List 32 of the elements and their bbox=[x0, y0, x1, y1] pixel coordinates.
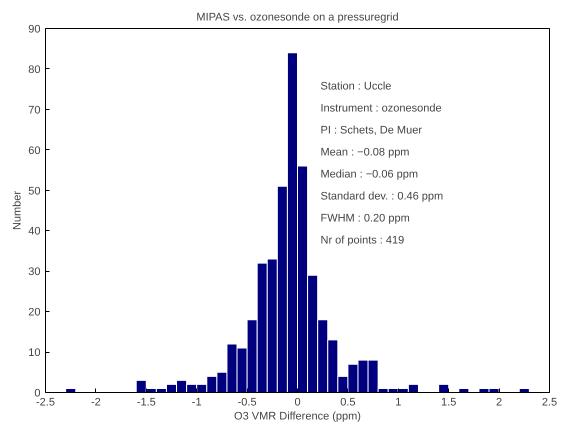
y-tick-label: 0 bbox=[34, 388, 41, 400]
x-tick-label: -2 bbox=[91, 396, 101, 408]
x-tick-label: 0.5 bbox=[340, 396, 356, 408]
annotation: FWHM : 0.20 ppm bbox=[320, 212, 410, 224]
x-tick-label: -2.5 bbox=[36, 396, 55, 408]
y-tick-label: 10 bbox=[28, 347, 41, 360]
y-axis-title: Number bbox=[11, 190, 24, 230]
x-tick-label: 0 bbox=[294, 396, 301, 408]
x-tick-label: -1.5 bbox=[136, 396, 156, 408]
x-tick-label: -0.5 bbox=[238, 396, 257, 408]
annotation: Instrument : ozonesonde bbox=[320, 102, 442, 114]
x-tick-label: 1 bbox=[395, 396, 402, 408]
x-axis-title: O3 VMR Difference (ppm) bbox=[234, 410, 361, 422]
y-tick-label: 50 bbox=[28, 185, 41, 198]
y-tick-label: 20 bbox=[28, 306, 41, 319]
x-tick-label: -1 bbox=[192, 396, 202, 408]
y-tick-label: 40 bbox=[28, 226, 41, 238]
annotation: Standard dev. : 0.46 ppm bbox=[320, 190, 444, 202]
annotation: Mean : −0.08 ppm bbox=[320, 146, 410, 158]
x-tick-label: 2 bbox=[496, 396, 502, 408]
chart-title: MIPAS vs. ozonesonde on a pressuregrid bbox=[196, 12, 399, 24]
annotation: Median : −0.06 ppm bbox=[320, 168, 418, 180]
y-tick-label: 80 bbox=[28, 64, 41, 76]
y-tick-label: 70 bbox=[28, 104, 41, 116]
y-tick-label: 60 bbox=[28, 144, 41, 157]
annotation: PI : Schets, De Muer bbox=[320, 124, 422, 136]
annotation: Station : Uccle bbox=[320, 80, 392, 92]
x-tick-label: 1.5 bbox=[441, 396, 456, 408]
annotation: Nr of points : 419 bbox=[320, 234, 404, 246]
y-tick-label: 30 bbox=[28, 266, 41, 278]
x-tick-label: 2.5 bbox=[542, 396, 558, 408]
y-tick-label: 90 bbox=[28, 24, 41, 36]
